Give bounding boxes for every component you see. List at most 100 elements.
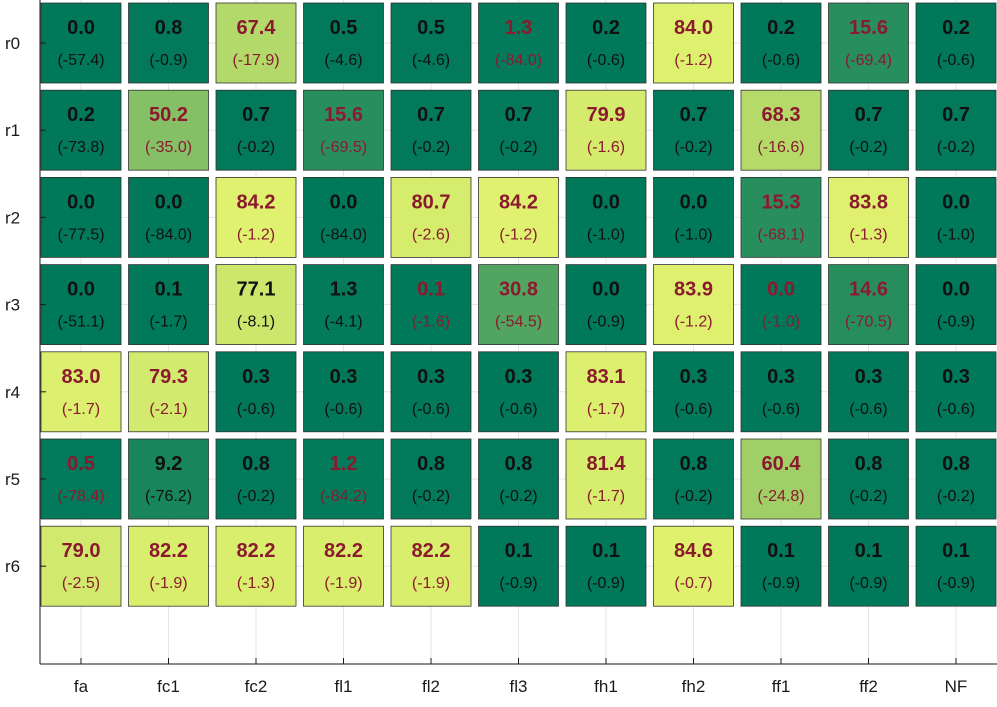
heatmap-cell-rect xyxy=(390,264,472,346)
cell-value-label: 0.1 xyxy=(767,540,795,562)
heatmap-cell: 80.7 (-2.6) xyxy=(390,176,472,258)
cell-delta-label: (-0.6) xyxy=(237,401,275,418)
heatmap-cell-rect xyxy=(128,264,209,346)
cell-delta-label: (-35.0) xyxy=(145,139,192,156)
cell-delta-label: (-0.7) xyxy=(674,575,712,592)
cell-delta-label: (-0.9) xyxy=(587,575,625,592)
cell-delta-label: (-1.0) xyxy=(937,226,975,243)
cell-delta-label: (-0.6) xyxy=(674,401,712,418)
x-tick-label: fh2 xyxy=(682,677,706,696)
cell-delta-label: (-1.7) xyxy=(62,401,100,418)
x-tick-label: ff1 xyxy=(772,677,791,696)
cell-value-label: 0.3 xyxy=(242,366,270,388)
heatmap-cell-rect xyxy=(478,438,559,520)
x-tick-label: fl3 xyxy=(510,677,528,696)
cell-delta-label: (-0.9) xyxy=(587,314,625,331)
heatmap-cell-rect xyxy=(828,264,909,346)
cell-delta-label: (-77.5) xyxy=(57,226,104,243)
cell-delta-label: (-84.0) xyxy=(320,226,367,243)
heatmap-cell-rect xyxy=(303,351,384,433)
cell-delta-label: (-0.6) xyxy=(762,401,800,418)
heatmap-cell-rect xyxy=(128,89,209,171)
cell-delta-label: (-24.8) xyxy=(757,488,804,505)
heatmap-cell: 15.3 (-68.1) xyxy=(740,176,822,258)
cell-delta-label: (-1.9) xyxy=(412,575,450,592)
heatmap-cell: 9.2 (-76.2) xyxy=(128,438,209,520)
heatmap-cell: 15.6 (-69.5) xyxy=(303,89,384,171)
heatmap-cell: 0.1 (-0.9) xyxy=(740,525,822,607)
heatmap-cell-rect xyxy=(478,264,559,346)
heatmap-cell-rect xyxy=(40,89,122,171)
heatmap-cell: 83.8 (-1.3) xyxy=(828,176,909,258)
heatmap-cell-rect xyxy=(40,264,122,346)
heatmap-cell: 15.6 (-69.4) xyxy=(828,2,909,84)
y-tick-label: r3 xyxy=(5,296,20,315)
cell-delta-label: (-1.0) xyxy=(762,314,800,331)
cell-delta-label: (-0.2) xyxy=(937,488,975,505)
cell-delta-label: (-0.9) xyxy=(849,575,887,592)
y-tick-label: r2 xyxy=(5,208,20,227)
heatmap-cell: 83.1 (-1.7) xyxy=(565,351,647,433)
heatmap-cell-rect xyxy=(40,438,122,520)
cell-value-label: 0.3 xyxy=(417,366,445,388)
heatmap-cell: 0.3 (-0.6) xyxy=(390,351,472,433)
heatmap-cell: 82.2 (-1.9) xyxy=(128,525,209,607)
heatmap-cell: 0.1 (-0.9) xyxy=(478,525,559,607)
cell-delta-label: (-1.2) xyxy=(674,314,712,331)
cell-value-label: 0.1 xyxy=(942,540,970,562)
cell-delta-label: (-1.2) xyxy=(674,52,712,69)
heatmap-cell: 0.2 (-0.6) xyxy=(915,2,997,84)
cell-value-label: 0.8 xyxy=(417,453,445,475)
heatmap-cell-rect xyxy=(390,89,472,171)
cell-delta-label: (-1.3) xyxy=(849,226,887,243)
cell-delta-label: (-70.5) xyxy=(845,314,892,331)
cell-delta-label: (-1.7) xyxy=(587,401,625,418)
heatmap-cell: 0.8 (-0.9) xyxy=(128,2,209,84)
heatmap-cell: 60.4 (-24.8) xyxy=(740,438,822,520)
heatmap-cell-rect xyxy=(740,351,822,433)
cell-delta-label: (-1.7) xyxy=(149,314,187,331)
x-tick-label: fc1 xyxy=(157,677,180,696)
heatmap-cell: 0.8 (-0.2) xyxy=(828,438,909,520)
cell-delta-label: (-0.9) xyxy=(937,575,975,592)
cell-delta-label: (-8.1) xyxy=(237,314,275,331)
cell-value-label: 0.7 xyxy=(505,104,533,126)
cell-value-label: 0.7 xyxy=(417,104,445,126)
cell-value-label: 15.3 xyxy=(762,191,801,213)
cell-value-label: 84.2 xyxy=(237,191,276,213)
heatmap-cell: 0.3 (-0.6) xyxy=(215,351,297,433)
heatmap-cell: 0.0 (-77.5) xyxy=(40,176,122,258)
heatmap-cell: 82.2 (-1.9) xyxy=(303,525,384,607)
heatmap-cell-rect xyxy=(128,176,209,258)
cell-value-label: 0.7 xyxy=(680,104,708,126)
heatmap-cell: 0.8 (-0.2) xyxy=(390,438,472,520)
heatmap-cell-rect xyxy=(828,176,909,258)
heatmap-cell: 81.4 (-1.7) xyxy=(565,438,647,520)
heatmap-cell-rect xyxy=(215,176,297,258)
heatmap-cell-rect xyxy=(390,438,472,520)
heatmap-cell-rect xyxy=(215,264,297,346)
heatmap-cell: 84.6 (-0.7) xyxy=(653,525,734,607)
cell-delta-label: (-1.3) xyxy=(237,575,275,592)
cell-value-label: 50.2 xyxy=(149,104,188,126)
heatmap-cell-rect xyxy=(828,89,909,171)
cell-delta-label: (-0.9) xyxy=(762,575,800,592)
heatmap-cell-rect xyxy=(215,351,297,433)
heatmap-cell-rect xyxy=(40,351,122,433)
cell-value-label: 0.0 xyxy=(680,191,708,213)
cell-value-label: 1.3 xyxy=(330,279,358,301)
cell-value-label: 0.7 xyxy=(942,104,970,126)
heatmap-cell-rect xyxy=(215,525,297,607)
x-tick-label: fl2 xyxy=(422,677,440,696)
cell-delta-label: (-1.0) xyxy=(587,226,625,243)
heatmap-cell-rect xyxy=(740,176,822,258)
heatmap-cell-rect xyxy=(653,264,734,346)
cell-value-label: 0.8 xyxy=(505,453,533,475)
cell-value-label: 0.3 xyxy=(505,366,533,388)
cell-value-label: 0.0 xyxy=(592,279,620,301)
cell-value-label: 0.0 xyxy=(592,191,620,213)
cell-delta-label: (-16.6) xyxy=(757,139,804,156)
heatmap-cell: 50.2 (-35.0) xyxy=(128,89,209,171)
heatmap-cell: 1.3 (-4.1) xyxy=(303,264,384,346)
cell-value-label: 81.4 xyxy=(587,453,627,475)
